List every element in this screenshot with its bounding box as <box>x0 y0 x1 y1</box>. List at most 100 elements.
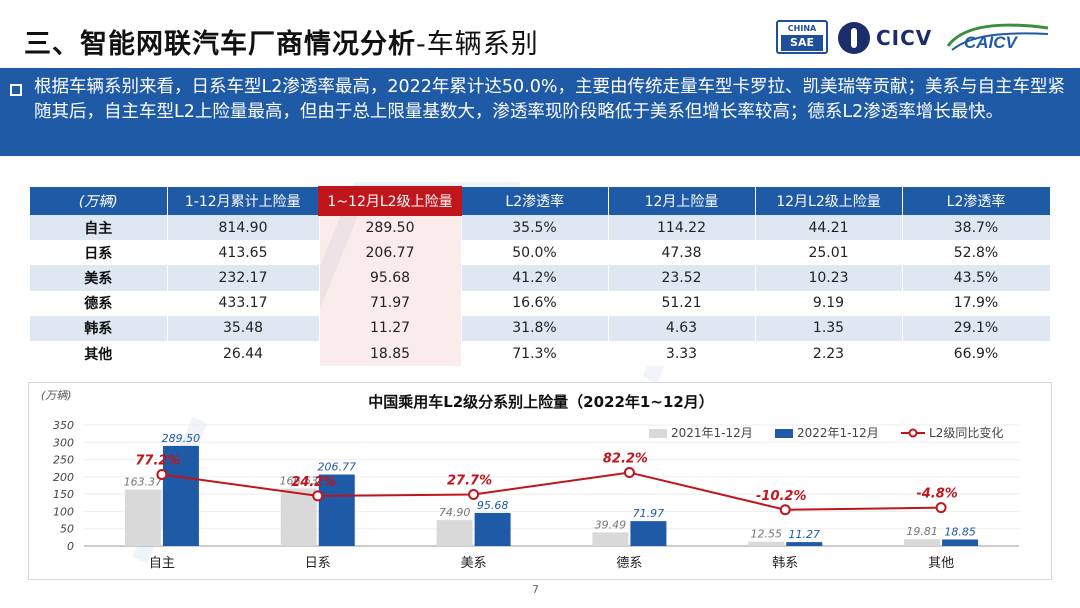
table-cell: 26.44 <box>167 340 320 367</box>
yoy-change-label: -10.2% <box>756 489 807 504</box>
table-cell: 433.17 <box>167 290 320 316</box>
bar-2022-label: 71.97 <box>633 507 665 520</box>
caicv-logo: CAICV <box>946 23 1049 52</box>
page-title: 三、智能网联汽车厂商情况分析-车辆系别 <box>24 22 539 61</box>
table-cell: 18.85 <box>319 340 462 367</box>
table-cell: 206.77 <box>319 240 462 266</box>
x-category-label: 韩系 <box>772 556 798 571</box>
chart-legend: 2021年1-12月 2022年1-12月 L2级同比变化 <box>649 425 1003 440</box>
yoy-change-point <box>312 490 324 502</box>
table-cell: 31.8% <box>461 315 609 341</box>
bar-2022-label: 11.27 <box>789 528 821 541</box>
legend-line-marker <box>908 428 918 438</box>
table-cell: 25.01 <box>755 240 903 266</box>
table-cell: 114.22 <box>608 215 756 241</box>
table-cell: 50.0% <box>461 240 609 266</box>
yoy-change-point <box>623 467 635 479</box>
bar-2021-label: 166.53 <box>280 474 319 487</box>
bar-2021 <box>436 520 473 546</box>
table-row: 美系 232.17 95.68 41.2% 23.52 10.23 43.5% <box>30 265 1051 291</box>
table-cell: 4.63 <box>608 315 756 341</box>
summary-text: 根据车辆系别来看，日系车型L2渗透率最高，2022年累计达50.0%，主要由传统… <box>34 77 1066 122</box>
yoy-change-point <box>779 504 791 516</box>
column-header: 12月上险量 <box>608 187 756 215</box>
bar-2022-label: 18.85 <box>944 525 976 538</box>
table-cell: 232.17 <box>167 265 320 291</box>
row-label: 韩系 <box>30 315 168 341</box>
table-cell: 35.48 <box>167 315 320 341</box>
table-cell: 9.19 <box>755 290 903 316</box>
summary-banner: 根据车辆系别来看，日系车型L2渗透率最高，2022年累计达50.0%，主要由传统… <box>0 68 1080 156</box>
x-category-label: 日系 <box>305 556 331 571</box>
row-label: 德系 <box>30 290 168 316</box>
row-label: 自主 <box>30 215 168 241</box>
row-label: 美系 <box>30 265 168 291</box>
table-cell: 51.21 <box>608 290 756 316</box>
yoy-change-label: 77.2% <box>135 454 180 469</box>
table-cell: 29.1% <box>902 315 1051 341</box>
column-header: 1-12月累计上险量 <box>167 187 320 215</box>
legend-swatch <box>775 429 793 438</box>
table-header-row: (万辆) 1-12月累计上险量 1~12月L2级上险量 L2渗透率 12月上险量… <box>30 186 1051 216</box>
bar-2021-label: 74.90 <box>439 506 471 519</box>
table-cell: 17.9% <box>902 290 1051 316</box>
bar-2021-label: 12.55 <box>751 528 783 541</box>
table-row: 韩系 35.48 11.27 31.8% 4.63 1.35 29.1% <box>30 315 1051 341</box>
column-header: L2渗透率 <box>461 187 609 215</box>
table-row: 其他 26.44 18.85 71.3% 3.33 2.23 66.9% <box>30 340 1051 367</box>
sae-logo: CHINA SAE <box>776 20 828 54</box>
table-cell: 10.23 <box>755 265 903 291</box>
bar-2021-label: 163.37 <box>124 476 163 489</box>
bar-2021 <box>280 488 317 546</box>
x-category-label: 自主 <box>149 556 175 571</box>
y-tick-label: 0 <box>67 540 74 553</box>
bar-2021-label: 39.49 <box>595 518 627 531</box>
bar-2021 <box>904 539 941 546</box>
table-cell: 2.23 <box>755 340 903 367</box>
bullet-square-icon <box>10 84 22 96</box>
bar-2021-label: 19.81 <box>906 525 938 538</box>
column-header: (万辆) <box>30 187 168 215</box>
bar-2022 <box>786 542 823 546</box>
table-cell: 41.2% <box>461 265 609 291</box>
table-cell: 1.35 <box>755 315 903 341</box>
y-tick-label: 200 <box>53 471 74 484</box>
bar-2022 <box>630 521 667 546</box>
y-axis-label: (万辆) <box>41 389 72 402</box>
cicv-mark-icon <box>838 22 870 54</box>
data-table: (万辆) 1-12月累计上险量 1~12月L2级上险量 L2渗透率 12月上险量… <box>30 186 1051 367</box>
column-header: 12月L2级上险量 <box>755 187 903 215</box>
bar-2022 <box>942 539 979 546</box>
bar-2021 <box>592 532 629 546</box>
bar-2022 <box>474 512 511 546</box>
table-row: 日系 413.65 206.77 50.0% 47.38 25.01 52.8% <box>30 240 1051 266</box>
x-category-label: 美系 <box>461 556 487 571</box>
yoy-change-label: 27.7% <box>447 473 492 488</box>
y-tick-label: 100 <box>53 505 74 518</box>
logo-group: CHINA SAE CICV CAICV <box>776 18 1066 58</box>
table-cell: 11.27 <box>319 315 462 341</box>
column-header: L2渗透率 <box>902 187 1051 215</box>
table-row: 德系 433.17 71.97 16.6% 51.21 9.19 17.9% <box>30 290 1051 316</box>
table-cell: 95.68 <box>319 265 462 291</box>
row-label: 其他 <box>30 340 168 367</box>
caicv-logo-text: CAICV <box>964 33 1019 52</box>
table-cell: 66.9% <box>902 340 1051 367</box>
x-category-label: 其他 <box>928 556 954 571</box>
title-sub: -车辆系别 <box>416 29 539 60</box>
bar-2022-label: 289.50 <box>162 432 201 445</box>
title-main: 三、智能网联汽车厂商情况分析 <box>24 29 416 60</box>
l2-bar-line-chart: 中国乘用车L2级分系别上险量（2022年1~12月） (万辆) 2021年1-1… <box>41 389 1019 571</box>
table-cell: 52.8% <box>902 240 1051 266</box>
y-tick-label: 250 <box>53 454 74 467</box>
cicv-logo: CICV <box>838 20 934 56</box>
table-cell: 23.52 <box>608 265 756 291</box>
legend-label: 2021年1-12月 <box>671 426 753 440</box>
table-cell: 3.33 <box>608 340 756 367</box>
bar-2022 <box>318 474 355 546</box>
table-cell: 35.5% <box>461 215 609 241</box>
legend-label: 2022年1-12月 <box>797 426 879 440</box>
y-tick-label: 150 <box>53 488 74 501</box>
row-label: 日系 <box>30 240 168 266</box>
bar-2022-label: 95.68 <box>477 499 509 512</box>
